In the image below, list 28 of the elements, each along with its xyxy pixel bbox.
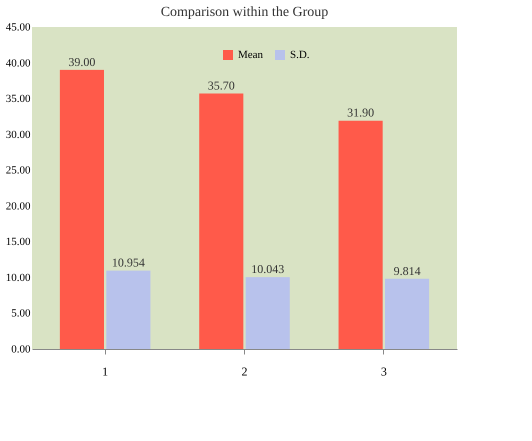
bar xyxy=(385,278,430,349)
y-tick-label: 40.00 xyxy=(6,57,31,70)
chart-title: Comparison within the Group xyxy=(160,5,328,20)
y-tick-label: 5.00 xyxy=(11,308,31,320)
data-label: 10.954 xyxy=(112,256,145,270)
y-tick-label: 15.00 xyxy=(6,236,31,248)
x-tick-label: 3 xyxy=(380,364,387,378)
bar xyxy=(338,120,383,349)
legend-label: Mean xyxy=(238,49,264,61)
bar xyxy=(246,277,290,349)
x-tick-label: 2 xyxy=(242,364,248,378)
data-label: 39.00 xyxy=(68,54,96,69)
y-tick-label: 30.00 xyxy=(6,128,31,141)
y-tick-label: 0.00 xyxy=(11,344,31,356)
data-label: 31.90 xyxy=(347,106,374,120)
y-tick-label: 20.00 xyxy=(6,200,31,212)
bar xyxy=(199,94,244,349)
data-label: 35.70 xyxy=(208,78,235,93)
legend-label: S.D. xyxy=(290,49,310,61)
x-tick-label: 1 xyxy=(102,364,108,378)
data-label: 9.814 xyxy=(394,264,421,278)
bar xyxy=(60,70,104,349)
y-tick-label: 45.00 xyxy=(6,22,31,34)
y-tick-label: 25.00 xyxy=(6,164,31,177)
y-tick-label: 35.00 xyxy=(6,93,31,106)
data-label: 10.043 xyxy=(251,262,284,276)
bar xyxy=(106,270,150,349)
y-tick-label: 10.00 xyxy=(6,272,31,284)
